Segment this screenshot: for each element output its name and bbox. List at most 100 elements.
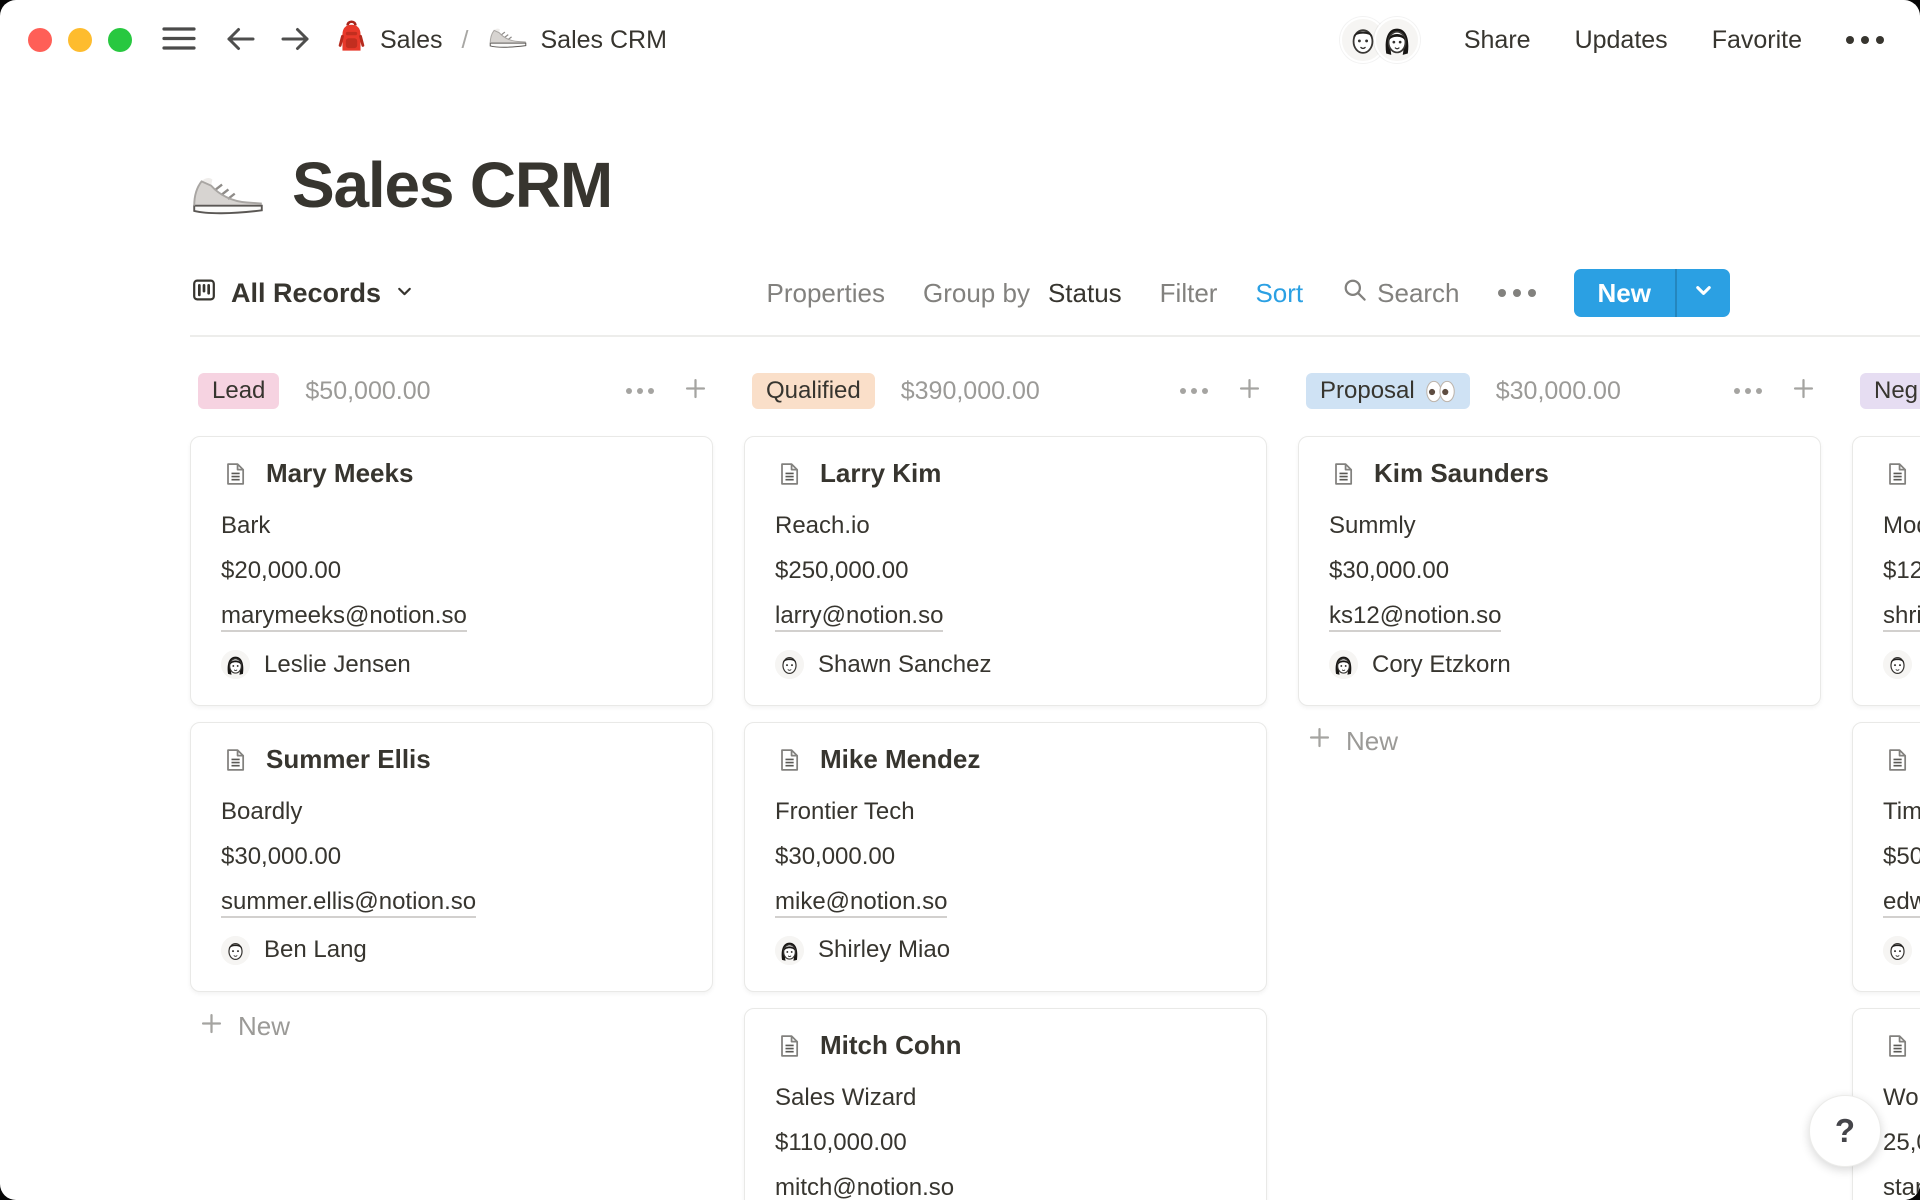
card-owner-row: Leslie Jensen: [221, 650, 682, 680]
collaborator-avatars[interactable]: [1339, 17, 1420, 63]
card-name: Kim Saunders: [1374, 458, 1549, 489]
share-button[interactable]: Share: [1463, 25, 1531, 54]
page-document-icon: [1883, 460, 1911, 488]
page-document-icon: [221, 460, 249, 488]
owner-avatar: [775, 650, 804, 680]
status-badge[interactable]: Lead: [198, 373, 280, 410]
view-toolbar: All Records Properties Group by Status Fi…: [190, 269, 1730, 318]
column-new-button[interactable]: New: [190, 1010, 713, 1044]
sidebar-toggle-button[interactable]: [162, 25, 196, 55]
crm-card[interactable]: Mike Mendez Frontier Tech $30,000.00 mik…: [744, 722, 1267, 992]
properties-button[interactable]: Properties: [766, 277, 886, 308]
crm-card[interactable]: Larry Kim Reach.io $250,000.00 larry@not…: [744, 436, 1267, 707]
owner-name: Cory Etzkorn: [1372, 650, 1511, 678]
chevron-down-icon: [394, 278, 415, 309]
more-menu-button[interactable]: [1846, 36, 1884, 44]
forward-button[interactable]: [279, 24, 312, 57]
column-cards: Larry Kim Reach.io $250,000.00 larry@not…: [744, 436, 1267, 1200]
sneaker-emoji-page-icon[interactable]: [190, 167, 266, 219]
card-email[interactable]: marymeeks@notion.so: [221, 602, 467, 633]
card-company: Sales Wizard: [775, 1083, 917, 1111]
card-email[interactable]: mitch@notion.so: [775, 1173, 955, 1200]
group-by-button[interactable]: Group by Status: [923, 278, 1122, 309]
new-record-label: New: [1597, 277, 1651, 308]
card-email[interactable]: ks12@notion.so: [1329, 602, 1502, 633]
owner-name: Shirley Miao: [818, 936, 951, 964]
card-amount: $250,000.00: [775, 557, 909, 585]
card-company: Frontier Tech: [775, 797, 915, 825]
card-email[interactable]: stan: [1883, 1173, 1920, 1200]
board-column: Neg S Mode $125 shria E E Tims $50, edw: [1852, 371, 1920, 1200]
back-button[interactable]: [224, 24, 257, 57]
card-email[interactable]: shria: [1883, 602, 1920, 633]
column-new-button[interactable]: New: [1298, 724, 1821, 758]
column-menu-button[interactable]: [1734, 388, 1762, 395]
column-menu-button[interactable]: [626, 388, 654, 395]
page-document-icon: [1883, 746, 1911, 774]
crm-card[interactable]: S Mode $125 shria E: [1852, 436, 1920, 707]
view-switcher[interactable]: All Records: [190, 276, 415, 311]
search-label: Search: [1377, 277, 1460, 308]
column-menu-button[interactable]: [1180, 388, 1208, 395]
crm-card[interactable]: E Tims $50, edwi H: [1852, 722, 1920, 992]
status-badge[interactable]: Neg: [1860, 373, 1920, 410]
card-email[interactable]: larry@notion.so: [775, 602, 944, 633]
new-button-divider: [1675, 269, 1677, 318]
minimize-window-button[interactable]: [68, 28, 92, 52]
card-email[interactable]: summer.ellis@notion.so: [221, 887, 477, 918]
owner-avatar: [1883, 935, 1912, 965]
close-window-button[interactable]: [28, 28, 52, 52]
card-amount: $20,000.00: [221, 557, 342, 585]
zoom-window-button[interactable]: [108, 28, 132, 52]
status-badge-label: Lead: [212, 377, 266, 405]
card-email[interactable]: mike@notion.so: [775, 887, 948, 918]
breadcrumb-page[interactable]: Sales CRM: [488, 24, 667, 56]
column-add-card-button[interactable]: [1236, 375, 1263, 407]
updates-button[interactable]: Updates: [1574, 25, 1668, 54]
column-cards: Kim Saunders Summly $30,000.00 ks12@noti…: [1298, 436, 1821, 707]
breadcrumb-workspace-label: Sales: [380, 25, 443, 54]
card-amount: $30,000.00: [1329, 557, 1450, 585]
page-header: Sales CRM: [190, 149, 1920, 221]
column-sum: $30,000.00: [1495, 376, 1621, 405]
sort-button[interactable]: Sort: [1255, 277, 1304, 308]
crm-card[interactable]: Mitch Cohn Sales Wizard $110,000.00 mitc…: [744, 1007, 1267, 1200]
hamburger-icon: [162, 25, 196, 55]
column-new-label: New: [238, 1011, 291, 1042]
filter-button[interactable]: Filter: [1159, 277, 1218, 308]
card-company: Tims: [1883, 797, 1920, 825]
arrow-left-icon: [224, 24, 257, 57]
card-owner-row: Ben Lang: [221, 935, 682, 965]
crm-card[interactable]: Summer Ellis Boardly $30,000.00 summer.e…: [190, 722, 713, 992]
column-add-card-button[interactable]: [682, 375, 709, 407]
search-button[interactable]: Search: [1341, 276, 1460, 310]
breadcrumb-workspace[interactable]: Sales: [336, 19, 443, 61]
status-badge[interactable]: Proposal: [1306, 373, 1470, 410]
owner-avatar: [221, 935, 250, 965]
help-button[interactable]: ?: [1809, 1095, 1881, 1167]
plus-icon: [198, 1010, 225, 1044]
crm-card[interactable]: Mary Meeks Bark $20,000.00 marymeeks@not…: [190, 436, 713, 707]
view-more-button[interactable]: [1497, 289, 1536, 298]
crm-card[interactable]: Kim Saunders Summly $30,000.00 ks12@noti…: [1298, 436, 1821, 707]
column-header: Neg: [1852, 371, 1920, 411]
status-badge[interactable]: Qualified: [752, 373, 875, 410]
backpack-emoji-icon: [336, 19, 367, 61]
card-name: Larry Kim: [820, 458, 942, 489]
card-email[interactable]: edwi: [1883, 887, 1920, 918]
favorite-button[interactable]: Favorite: [1711, 25, 1802, 54]
new-button-chevron[interactable]: [1677, 269, 1730, 317]
card-owner-row: Shawn Sanchez: [775, 650, 1236, 680]
new-record-button[interactable]: New: [1573, 269, 1730, 318]
group-by-label: Group by: [923, 277, 1030, 308]
column-header: Qualified $390,000.00: [744, 371, 1267, 411]
page-document-icon: [1883, 1032, 1911, 1060]
page-title: Sales CRM: [292, 149, 613, 221]
column-add-card-button[interactable]: [1790, 375, 1817, 407]
board-view-icon: [190, 276, 218, 311]
page-document-icon: [775, 460, 803, 488]
page-document-icon: [221, 746, 249, 774]
plus-icon: [682, 375, 709, 407]
status-badge-label: Proposal: [1320, 377, 1415, 405]
column-header: Lead $50,000.00: [190, 371, 713, 411]
